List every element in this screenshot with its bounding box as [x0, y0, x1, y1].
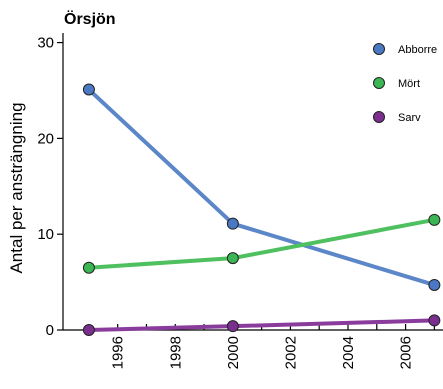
y-tick-label: 10 [37, 226, 54, 243]
x-tick-label: 2002 [282, 336, 299, 369]
y-tick-label: 0 [46, 322, 54, 339]
y-tick-label: 20 [37, 130, 54, 147]
legend-marker [373, 77, 385, 89]
series-layer [82, 83, 441, 336]
data-point-abborre [82, 83, 95, 96]
x-tick-label: 2000 [225, 336, 242, 369]
legend-label: Abborre [398, 44, 437, 56]
x-tick-label: 1998 [167, 336, 184, 369]
y-tick-label: 30 [37, 35, 54, 52]
data-point-sarv [226, 320, 239, 333]
legend: Abborre Mört Sarv [373, 43, 437, 124]
legend-marker [373, 111, 385, 123]
data-point-abborre [428, 278, 441, 291]
chart-title: Örsjön [64, 9, 116, 28]
x-tick-label: 1996 [110, 336, 127, 369]
x-tick-label: 2006 [398, 336, 415, 369]
data-point-mört [428, 213, 441, 226]
data-point-abborre [226, 217, 239, 230]
x-tick-label: 2004 [340, 336, 357, 369]
data-point-mört [226, 252, 239, 265]
axes: 0 10 20 30 1996 1998 2000 2002 2004 2006 [37, 33, 443, 369]
data-point-mört [82, 261, 95, 274]
legend-label: Sarv [398, 112, 421, 124]
series-line-mört [86, 217, 437, 270]
y-axis-label: Antal per ansträngning [7, 102, 26, 273]
legend-label: Mört [398, 78, 420, 90]
data-point-sarv [82, 324, 95, 336]
legend-marker [373, 43, 385, 55]
data-point-sarv [428, 314, 441, 327]
